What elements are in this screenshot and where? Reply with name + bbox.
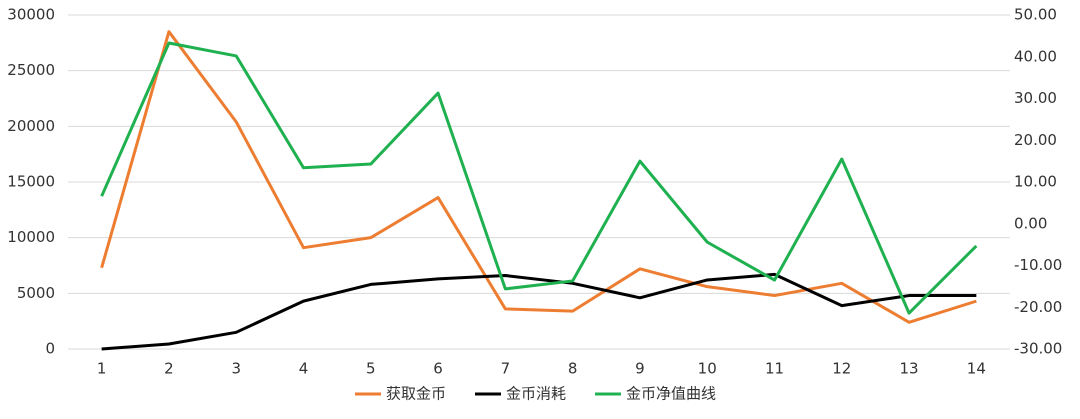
y-tick-label: 15000 [7, 173, 55, 191]
y2-tick-label: -30.00 [1014, 340, 1062, 358]
x-tick-label: 9 [635, 360, 645, 378]
y-tick-label: 30000 [7, 6, 55, 24]
x-tick-label: 6 [433, 360, 443, 378]
y-tick-label: 25000 [7, 61, 55, 79]
x-tick-label: 2 [164, 360, 174, 378]
x-tick-label: 1 [97, 360, 107, 378]
x-tick-label: 3 [231, 360, 241, 378]
x-tick-label: 13 [900, 360, 919, 378]
y-tick-label: 5000 [17, 284, 55, 302]
x-tick-label: 8 [568, 360, 578, 378]
y2-tick-label: 30.00 [1014, 89, 1057, 107]
y2-tick-label: 40.00 [1014, 47, 1057, 65]
series-line [101, 272, 977, 351]
x-tick-label: 5 [366, 360, 376, 378]
legend-label: 金币消耗 [506, 385, 566, 403]
y2-tick-label: -10.00 [1014, 256, 1062, 274]
x-tick-label: 14 [967, 360, 986, 378]
y-tick-label: 20000 [7, 117, 55, 135]
y2-tick-label: 20.00 [1014, 131, 1057, 149]
legend-label: 获取金币 [386, 385, 446, 403]
x-tick-label: 11 [765, 360, 784, 378]
x-tick-label: 10 [698, 360, 717, 378]
y2-tick-label: 10.00 [1014, 173, 1057, 191]
legend-label: 金币净值曲线 [626, 385, 716, 403]
y-tick-label: 0 [45, 340, 55, 358]
y2-tick-label: 0.00 [1014, 214, 1047, 232]
x-tick-label: 7 [501, 360, 511, 378]
x-tick-label: 12 [832, 360, 851, 378]
y2-tick-label: 50.00 [1014, 6, 1057, 24]
y-tick-label: 10000 [7, 228, 55, 246]
y2-tick-label: -20.00 [1014, 298, 1062, 316]
x-tick-label: 4 [299, 360, 309, 378]
series-line [100, 30, 977, 324]
series-line [100, 41, 978, 315]
